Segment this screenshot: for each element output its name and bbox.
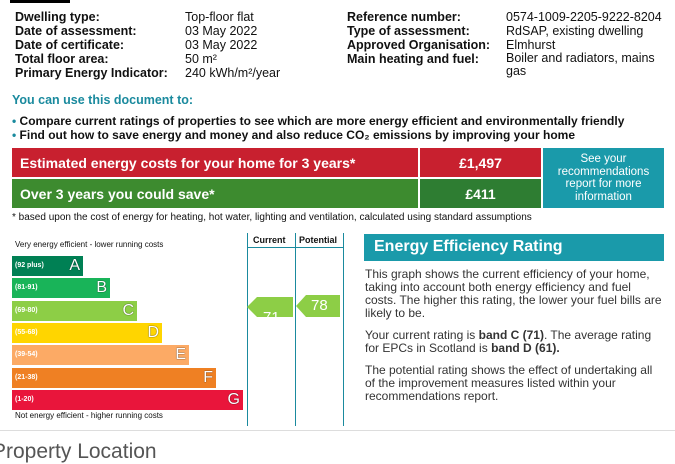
rating-band: (81-91) B [12,278,110,299]
value: Boiler and radiators, mains gas [506,51,655,78]
potential-rating: 78 [311,297,328,314]
text: Your current rating is [365,328,479,342]
rating-band: (55-68) D [12,322,162,343]
divider [0,430,675,431]
value: 03 May 2022 [185,24,258,38]
column-header: Current [253,235,286,245]
cost-label: Estimated energy costs for your home for… [12,148,418,177]
band-range: (69-80) [15,306,38,314]
bullet-text: Find out how to save energy and money an… [19,128,575,142]
label: Dwelling type: [15,10,100,24]
cost-label: Over 3 years you could save* [12,179,418,208]
label: Date of assessment: [15,24,137,38]
eer-title: Energy Efficiency Rating [374,238,563,255]
band-letter: E [175,346,186,364]
eer-header [364,234,664,261]
rating-band: (21-38) F [12,367,216,388]
label: Date of certificate: [15,38,125,52]
column-header: Potential [299,235,338,245]
band-letter: D [147,323,159,341]
rating-graph: Current Potential Very energy efficient … [12,233,345,426]
bullet: • [12,128,17,142]
section-title: You can use this document to: [12,93,194,107]
cost-value: £1,497 [420,148,541,177]
rating-band: (39-54) E [12,345,189,366]
band-range: (81-91) [15,284,38,292]
bullet: • [12,114,17,128]
footnote: * based upon the cost of energy for heat… [12,212,532,223]
current-arrow [247,297,293,317]
label: Main heating and fuel: [347,52,479,66]
paragraph: The potential rating shows the effect of… [365,363,653,403]
band-letter: C [122,301,134,319]
band-range: (55-68) [15,328,38,336]
band-letter: A [69,257,80,274]
band-letter: F [203,368,213,386]
value: Top-floor flat [185,10,254,24]
band-range: (1-20) [15,395,34,403]
value: Elmhurst [506,38,556,52]
band-letter: B [96,279,107,297]
paragraph: Your current rating is band C (71). The … [365,329,663,355]
value: RdSAP, existing dwelling [506,24,644,38]
label: Approved Organisation: [347,38,491,52]
label: Reference number: [347,10,461,24]
text: . The average rating for EPCs in Scotlan… [365,328,652,355]
value: 0574-1009-2205-9222-8204 [506,10,662,24]
label: Total floor area: [15,52,109,66]
label: Type of assessment: [347,24,470,38]
text: band D (61). [491,341,560,355]
label: Primary Energy Indicator: [15,66,168,80]
value: 03 May 2022 [185,38,258,52]
bullet-text: Compare current ratings of properties to… [19,114,625,128]
paragraph: This graph shows the current efficiency … [365,267,662,320]
header-bar [10,0,70,3]
current-rating: 71 [263,309,280,326]
text: band C (71) [478,328,544,342]
rating-band: (92 plus) A [12,256,83,276]
recommendation-link[interactable]: See your recommendations report for more… [543,148,664,208]
section-heading: Property Location [0,440,157,463]
value: 50 m² [185,52,217,66]
rating-band: (1-20) G [12,389,243,410]
bottom-label: Not energy efficient - higher running co… [15,411,163,420]
band-range: (39-54) [15,351,38,359]
potential-arrow [296,295,340,317]
band-letter: G [227,390,240,408]
rating-band: (69-80) C [12,300,137,321]
top-label: Very energy efficient - lower running co… [15,240,164,249]
band-range: (21-38) [15,373,38,381]
value: 240 kWh/m²/year [185,66,281,80]
band-range: (92 plus) [15,262,44,269]
cost-value: £411 [420,179,541,208]
